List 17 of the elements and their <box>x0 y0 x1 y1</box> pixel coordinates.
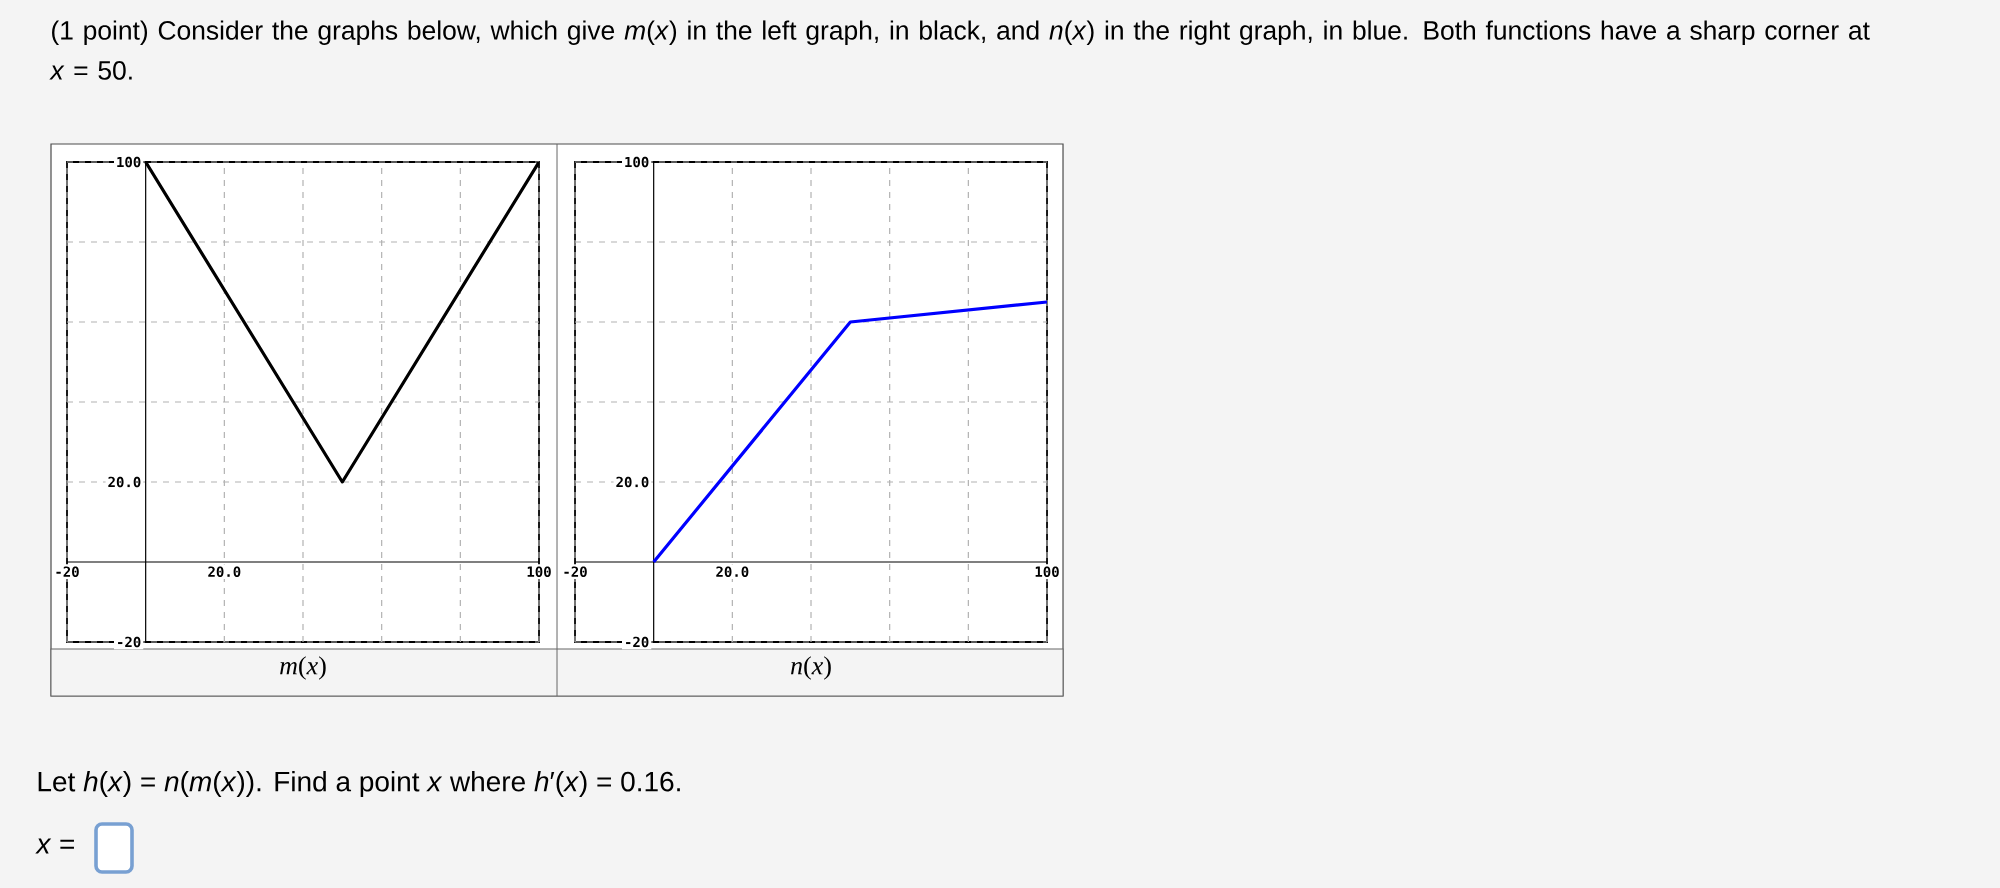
x-tick-label: 100 <box>527 566 551 577</box>
y-tick-label: -20 <box>118 636 141 648</box>
y-tick-label: 100 <box>117 156 141 168</box>
x-axis-title: m(x) <box>280 656 326 680</box>
x-axis-title: n(x) <box>791 656 831 680</box>
y-tick-label: -20 <box>626 636 649 648</box>
y-tick-label: 20.0 <box>616 476 649 488</box>
text: (1 point) Consider the graphs below, which give m(x) in the left graph, in black, and n(x) in the right graph, in blue. Both functions have a sharp corner at x = 50. <box>49 20 1870 80</box>
x-tick-label: -20 <box>56 566 79 577</box>
x-tick-label: -20 <box>564 566 587 577</box>
y-tick-label: 100 <box>625 156 649 168</box>
text: x = <box>35 838 74 854</box>
y-tick-label: 20.0 <box>108 476 141 488</box>
text: Let h(x) = n(m(x)). Find a point x where h′(x) = 0.16. <box>38 770 680 798</box>
x-tick-label: 20.0 <box>208 566 241 577</box>
x-tick-label: 100 <box>1035 566 1059 577</box>
x-tick-label: 20.0 <box>716 566 749 577</box>
